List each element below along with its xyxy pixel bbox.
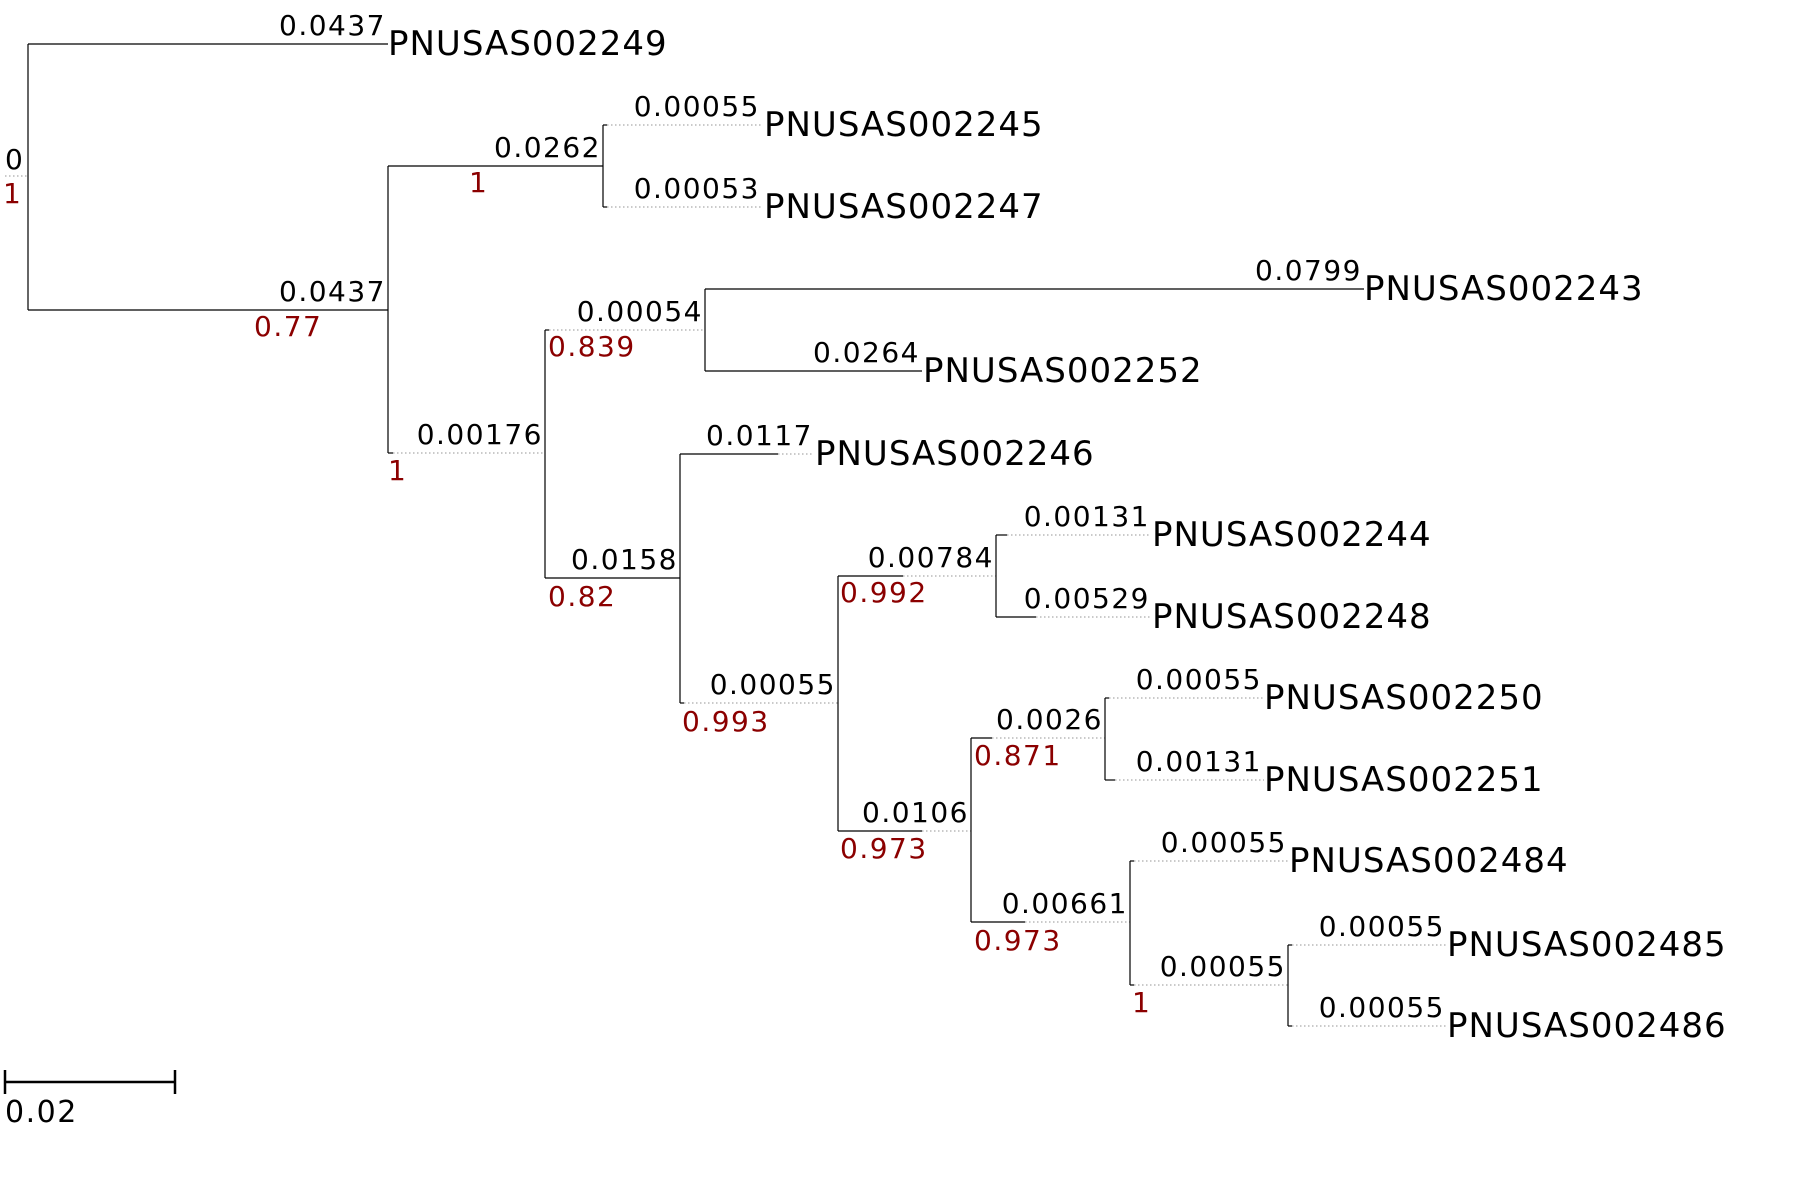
support-value: 0.82 [548, 580, 616, 613]
leaf-label: PNUSAS002245 [764, 105, 1044, 145]
support-value: 0.77 [254, 310, 322, 343]
leaf-label: PNUSAS002485 [1447, 925, 1727, 965]
branch-length-label: 0.00661 [1002, 887, 1128, 920]
leaf-label: PNUSAS002251 [1264, 760, 1544, 800]
leaf-node: 0.0437 PNUSAS002249 [28, 9, 668, 64]
root-node: 0 1 [3, 44, 29, 310]
branch-length-label: 0.00176 [417, 418, 543, 451]
branch-length-label: 0.0026 [996, 703, 1103, 736]
internal-node: 0.00784 0.992 [838, 535, 997, 617]
support-value: 1 [1132, 986, 1151, 1019]
branch-length-label: 0.00131 [1136, 745, 1262, 778]
leaf-node: 0.0117 PNUSAS002246 [680, 419, 1095, 474]
scale-bar: 0.02 [3, 1070, 177, 1130]
internal-node: 0.0262 1 [388, 125, 604, 207]
support-value: 0.973 [840, 832, 928, 865]
leaf-label: PNUSAS002250 [1264, 678, 1544, 718]
leaf-label: PNUSAS002486 [1447, 1006, 1727, 1046]
leaf-node: 0.00055 PNUSAS002245 [603, 90, 1044, 145]
internal-node: 0.00055 0.993 [680, 576, 839, 831]
internal-node: 0.00054 0.839 [545, 289, 706, 371]
leaf-label: PNUSAS002249 [388, 24, 668, 64]
branch-length-label: 0.00053 [634, 172, 760, 205]
branch-length-label: 0.00055 [710, 668, 836, 701]
branch-length-label: 0.0117 [706, 419, 813, 452]
branch-length-label: 0 [5, 143, 24, 176]
internal-node: 0.00661 0.973 [971, 861, 1131, 985]
support-value: 1 [469, 166, 488, 199]
scale-bar-label: 0.02 [5, 1095, 78, 1130]
leaf-node: 0.00055 PNUSAS002484 [1130, 826, 1569, 881]
branch-length-label: 0.00055 [1160, 950, 1286, 983]
branch-length-label: 0.00784 [868, 541, 994, 574]
leaf-node: 0.00053 PNUSAS002247 [603, 172, 1044, 227]
leaf-node: 0.0799 PNUSAS002243 [705, 254, 1644, 309]
leaf-label: PNUSAS002246 [815, 434, 1095, 474]
support-value: 1 [3, 177, 22, 210]
leaf-label: PNUSAS002244 [1152, 515, 1432, 555]
branch-length-label: 0.00054 [577, 295, 703, 328]
branch-length-label: 0.0437 [279, 9, 386, 42]
branch-length-label: 0.0264 [813, 336, 920, 369]
internal-node: 0.0106 0.973 [838, 738, 972, 922]
internal-node: 0.0026 0.871 [971, 698, 1106, 780]
branch-length-label: 0.0158 [571, 543, 678, 576]
support-value: 0.993 [682, 705, 770, 738]
leaf-label: PNUSAS002248 [1152, 597, 1432, 637]
support-value: 0.839 [548, 330, 636, 363]
leaf-label: PNUSAS002484 [1289, 841, 1569, 881]
leaf-label: PNUSAS002247 [764, 187, 1044, 227]
leaf-label: PNUSAS002252 [923, 351, 1203, 391]
leaf-node: 0.00131 PNUSAS002251 [1105, 745, 1544, 800]
leaf-node: 0.0264 PNUSAS002252 [705, 336, 1203, 391]
leaf-node: 0.00055 PNUSAS002486 [1288, 991, 1727, 1046]
branch-length-label: 0.00131 [1024, 500, 1150, 533]
branch-length-label: 0.0106 [862, 796, 969, 829]
branch-length-label: 0.00055 [1136, 663, 1262, 696]
leaf-node: 0.00529 PNUSAS002248 [996, 582, 1432, 637]
branch-length-label: 0.0262 [494, 131, 601, 164]
internal-node: 0.00176 1 [388, 330, 546, 578]
leaf-node: 0.00055 PNUSAS002485 [1288, 910, 1727, 965]
internal-node: 0.0437 0.77 [28, 166, 389, 453]
support-value: 1 [388, 454, 407, 487]
branch-length-label: 0.00055 [1161, 826, 1287, 859]
support-value: 0.973 [974, 924, 1062, 957]
branch-length-label: 0.0437 [279, 275, 386, 308]
support-value: 0.992 [840, 576, 928, 609]
branch-length-label: 0.00055 [1319, 910, 1445, 943]
branch-length-label: 0.00055 [1319, 991, 1445, 1024]
leaf-node: 0.00055 PNUSAS002250 [1105, 663, 1544, 718]
internal-node: 0.0158 0.82 [545, 454, 681, 703]
internal-node: 0.00055 1 [1130, 945, 1289, 1026]
branch-length-label: 0.0799 [1255, 254, 1362, 287]
leaf-label: PNUSAS002243 [1364, 269, 1644, 309]
branch-length-label: 0.00055 [634, 90, 760, 123]
support-value: 0.871 [974, 739, 1062, 772]
leaf-node: 0.00131 PNUSAS002244 [996, 500, 1432, 555]
branch-length-label: 0.00529 [1024, 582, 1150, 615]
